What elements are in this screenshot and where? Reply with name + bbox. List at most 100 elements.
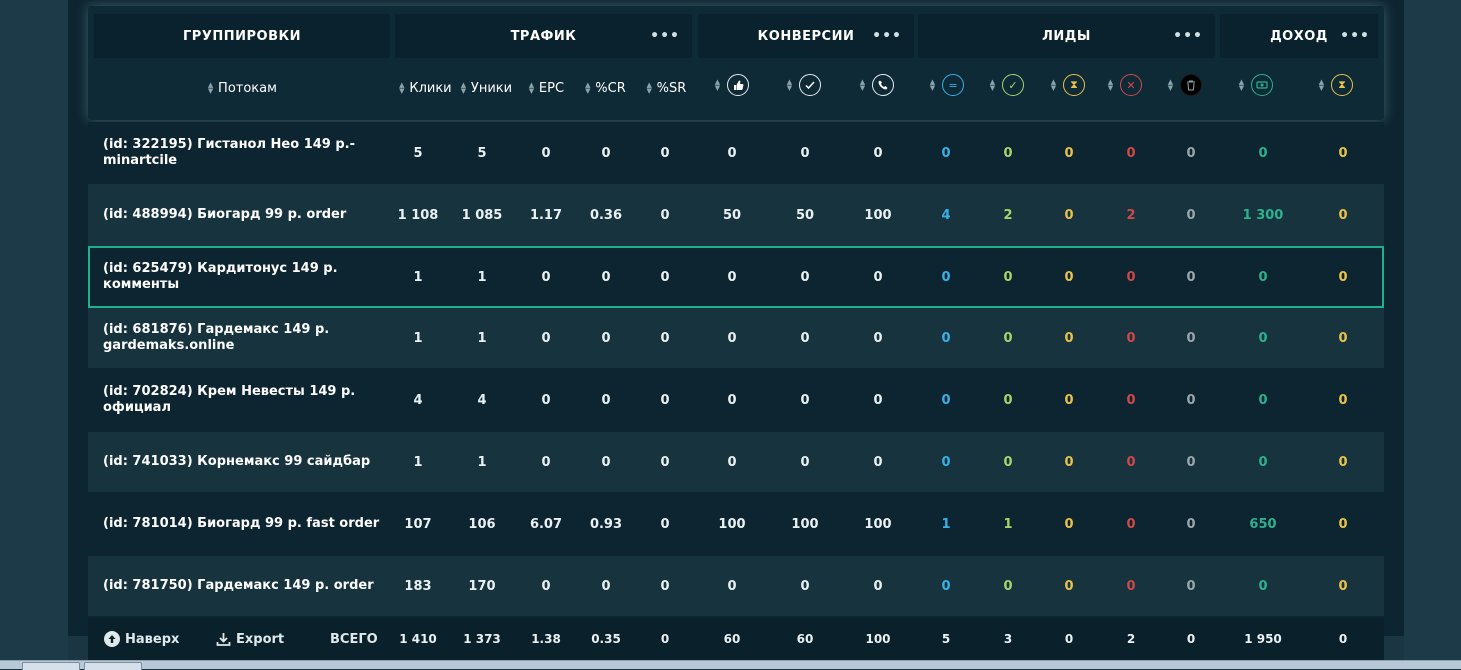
thumbs-up-percent-icon	[727, 74, 749, 96]
total-traffic-value: 1.38	[531, 632, 561, 646]
sort-sr[interactable]: ▲ ▼ %SR	[636, 66, 696, 110]
lead-value: 0	[1064, 207, 1074, 223]
sort-approve-rate[interactable]: ▲ ▼	[715, 74, 751, 98]
conversion-value: 0	[727, 145, 737, 161]
lead-value: 0	[1126, 516, 1136, 532]
table-row[interactable]: (id: 741033) Корнемакс 99 сайдбар 1 1 0 0 0 0 0…	[88, 432, 1384, 492]
lead-value: 0	[1064, 454, 1074, 470]
table-row[interactable]: (id: 702824) Крем Невесты 149 р. официал…	[88, 368, 1384, 432]
conversions-menu-button[interactable]: •••	[872, 28, 902, 44]
table-row[interactable]: (id: 781750) Гардемакс 149 р. order 183 17…	[88, 556, 1384, 616]
traffic-value: 106	[468, 516, 496, 532]
lead-value: 0	[941, 578, 951, 594]
table-row[interactable]: (id: 625479) Кардитонус 149 р. комменты 1…	[88, 246, 1384, 308]
sort-icon: ▲ ▼	[646, 81, 652, 95]
traffic-value: 1	[477, 454, 487, 470]
sort-leads-total[interactable]: ▲ ▼ =	[930, 74, 966, 98]
lead-value: 0	[1186, 392, 1196, 408]
sort-income-hold[interactable]: ▲ ▼ ⧗	[1319, 74, 1355, 98]
traffic-value: 1 108	[397, 207, 439, 223]
traffic-value: 1 085	[461, 207, 503, 223]
sort-leads-approved[interactable]: ▲ ▼ ✓	[990, 74, 1026, 98]
phone-percent-icon	[872, 74, 894, 96]
export-button[interactable]: Export	[216, 618, 284, 660]
conversion-value: 0	[873, 578, 883, 594]
total-lead-value: 2	[1126, 632, 1136, 646]
sort-leads-rejected[interactable]: ▲ ▼ ✕	[1108, 74, 1144, 98]
traffic-value: 1	[413, 269, 423, 285]
sort-leads-trash[interactable]: ▲ ▼	[1168, 74, 1204, 98]
traffic-value: 1.17	[529, 207, 563, 223]
taskbar-app-button[interactable]	[84, 662, 142, 670]
traffic-value: 0	[541, 269, 551, 285]
traffic-value: 0	[601, 392, 611, 408]
group-header-conversions: КОНВЕРСИИ •••	[698, 14, 914, 58]
sort-icon: ▲ ▼	[1238, 78, 1245, 92]
stream-name: (id: 781014) Биогард 99 р. fast order	[103, 516, 380, 531]
conversion-value: 0	[727, 578, 737, 594]
conversion-value: 0	[727, 269, 737, 285]
lead-value: 0	[1186, 145, 1196, 161]
column-label: Клики	[409, 80, 452, 96]
sort-icon: ▲ ▼	[929, 78, 936, 92]
traffic-value: 0	[660, 207, 670, 223]
sort-icon: ▲ ▼	[786, 78, 793, 92]
lead-value: 0	[941, 330, 951, 346]
total-lead-value: 0	[1064, 632, 1074, 646]
table-row[interactable]: (id: 488994) Биогард 99 р. order 1 108 1 0…	[88, 184, 1384, 246]
table-row[interactable]: (id: 781014) Биогард 99 р. fast order 107…	[88, 492, 1384, 556]
total-conversion-value: 100	[865, 632, 891, 646]
stream-name: (id: 741033) Корнемакс 99 сайдбар	[103, 454, 371, 469]
sort-by-stream[interactable]: ▲ ▼ Потокам	[94, 66, 390, 110]
leads-menu-button[interactable]: •••	[1173, 28, 1203, 44]
sort-clicks[interactable]: ▲ ▼ Клики	[395, 66, 455, 110]
export-label: Export	[236, 631, 285, 647]
income-value: 0	[1258, 145, 1268, 161]
conversion-value: 0	[873, 330, 883, 346]
sort-check-rate[interactable]: ▲ ▼	[787, 74, 823, 98]
sort-income[interactable]: ▲ ▼	[1239, 74, 1275, 98]
sort-epc[interactable]: ▲ ▼ EPC	[516, 66, 576, 110]
table-row[interactable]: (id: 681876) Гардемакс 149 р. gardemaks.…	[88, 308, 1384, 368]
lead-value: 0	[1126, 392, 1136, 408]
conversion-value: 100	[864, 516, 892, 532]
total-conversion-value: 60	[723, 632, 741, 646]
income-menu-button[interactable]: •••	[1340, 28, 1370, 44]
hourglass-icon: ⧗	[1331, 74, 1353, 96]
table-row[interactable]: (id: 322195) Гистанол Нео 149 р.-minartc…	[88, 122, 1384, 184]
traffic-value: 1	[477, 269, 487, 285]
scroll-top-button[interactable]: Наверх	[104, 618, 179, 660]
sort-uniques[interactable]: ▲ ▼ Уники	[456, 66, 516, 110]
conversion-value: 0	[727, 330, 737, 346]
stream-name: (id: 625479) Кардитонус 149 р. комменты	[103, 261, 338, 292]
sort-leads-hold[interactable]: ▲ ▼ ⧗	[1051, 74, 1087, 98]
traffic-value: 1	[413, 454, 423, 470]
lead-value: 1	[1003, 516, 1013, 532]
group-title: ЛИДЫ	[1042, 28, 1091, 44]
total-lead-value: 3	[1003, 632, 1013, 646]
traffic-menu-button[interactable]: •••	[650, 28, 680, 44]
conversion-value: 100	[864, 207, 892, 223]
sort-icon: ▲ ▼	[859, 78, 866, 92]
traffic-value: 0	[601, 454, 611, 470]
sort-cr[interactable]: ▲ ▼ %CR	[575, 66, 635, 110]
traffic-value: 0	[541, 454, 551, 470]
stream-name: (id: 488994) Биогард 99 р. order	[103, 207, 347, 222]
conversion-value: 0	[800, 578, 810, 594]
taskbar-browser-button[interactable]	[22, 662, 80, 670]
total-income-value: 0	[1338, 632, 1348, 646]
group-title: ДОХОД	[1270, 28, 1328, 44]
lead-value: 0	[1003, 392, 1013, 408]
scroll-top-label: Наверх	[125, 631, 180, 647]
traffic-value: 0	[660, 269, 670, 285]
conversion-value: 0	[800, 454, 810, 470]
trash-icon	[1180, 74, 1202, 96]
conversion-value: 0	[727, 454, 737, 470]
sort-icon: ▲ ▼	[460, 81, 467, 95]
conversion-value: 50	[722, 207, 742, 223]
income-value: 0	[1338, 516, 1348, 532]
sort-call-rate[interactable]: ▲ ▼	[860, 74, 896, 98]
traffic-value: 0	[601, 578, 611, 594]
stream-name: (id: 322195) Гистанол Нео 149 р.-minartc…	[103, 137, 355, 168]
lead-value: 0	[1126, 330, 1136, 346]
